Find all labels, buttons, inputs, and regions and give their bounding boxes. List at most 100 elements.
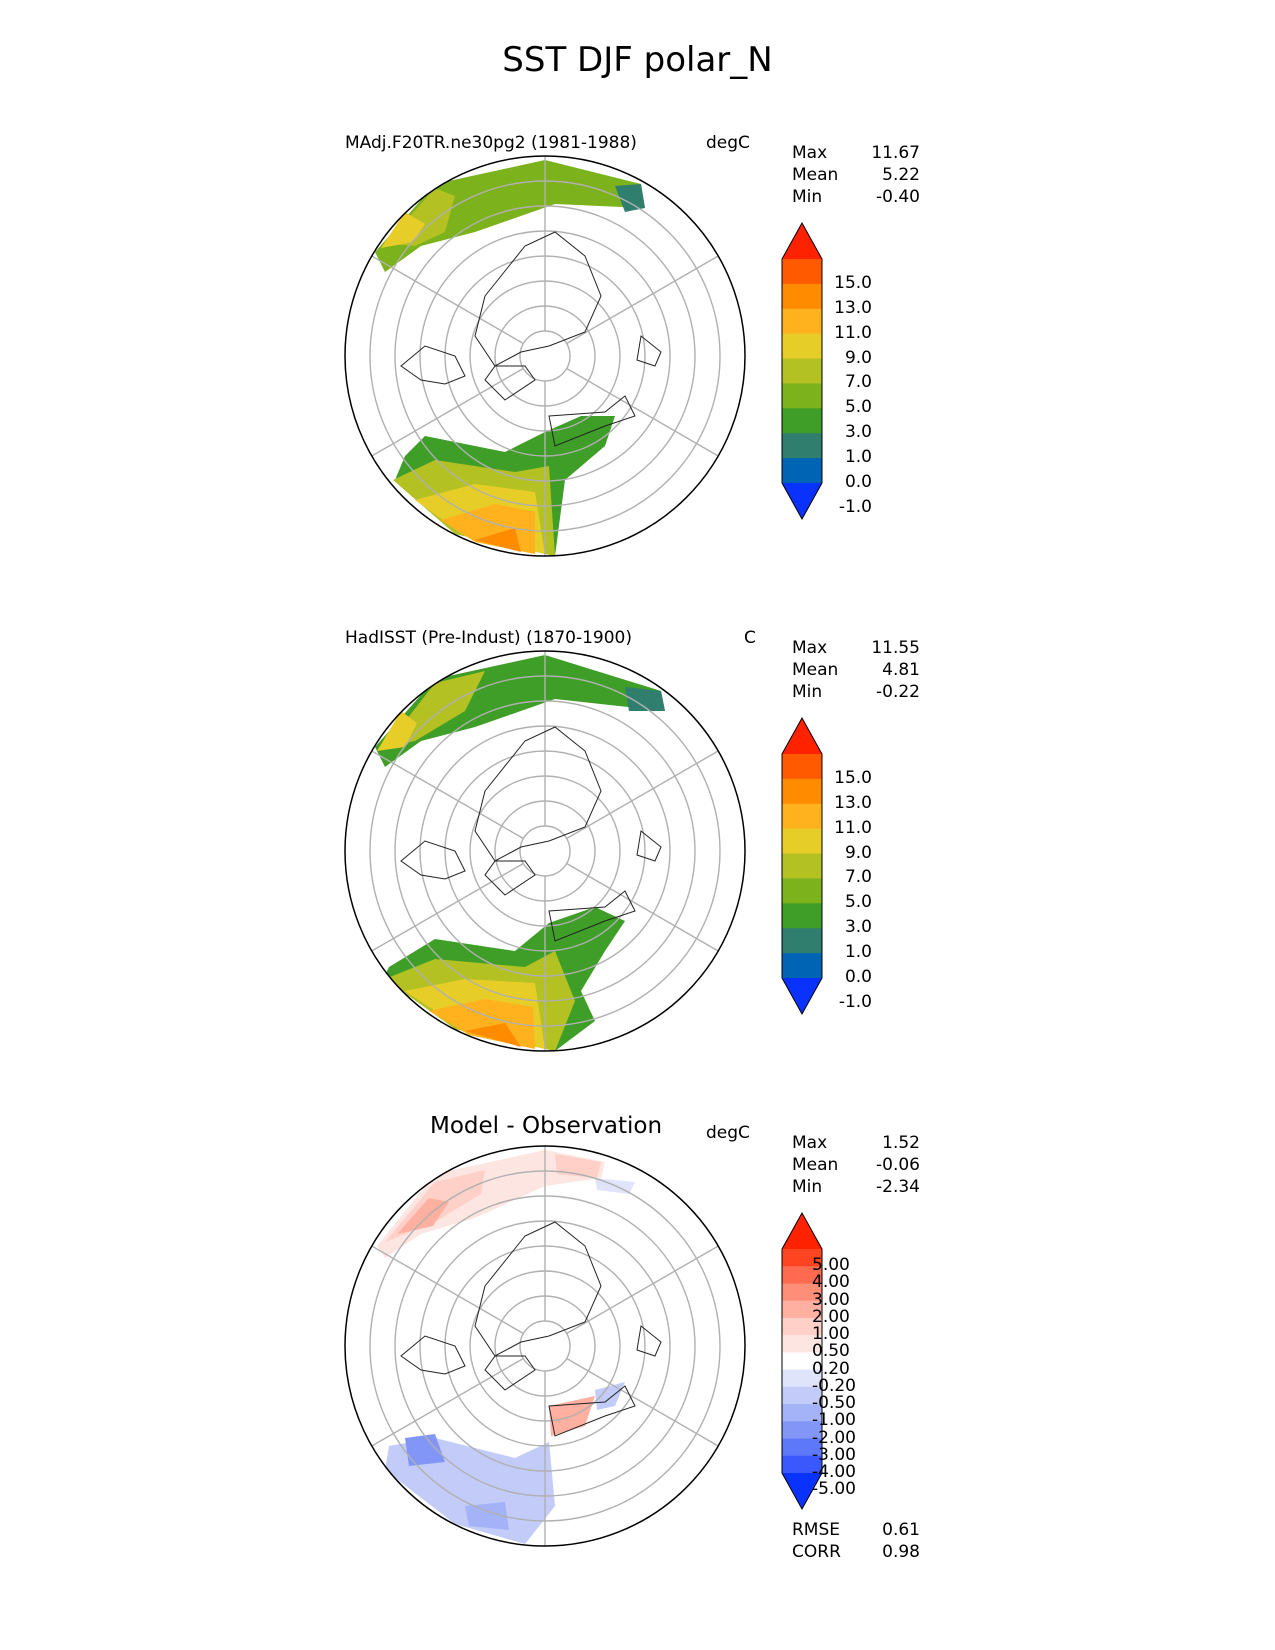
colorbar-segment	[782, 1369, 822, 1388]
colorbar-segment	[782, 754, 822, 780]
stat-label: Max	[792, 1133, 828, 1153]
longitude-line	[371, 862, 524, 952]
sst-region	[465, 1502, 509, 1530]
colorbar-tick-label: -0.20	[812, 1375, 856, 1396]
colorbar-segment	[782, 853, 822, 879]
colorbar-segment	[782, 803, 822, 830]
stat-label: Min	[792, 682, 823, 702]
figure-title: SST DJF polar_N	[502, 40, 773, 80]
colorbar-tick-label: -0.50	[812, 1393, 856, 1414]
stat-label: Min	[792, 1177, 823, 1197]
coastline	[400, 345, 466, 385]
stat-label: Max	[792, 638, 828, 658]
colorbar-segment	[782, 433, 822, 459]
colorbar-segment	[782, 358, 822, 384]
longitude-line	[566, 255, 719, 345]
coastline	[474, 231, 602, 367]
stat-value: -0.06	[876, 1155, 920, 1175]
stat-min: Min -0.22	[792, 682, 920, 704]
stat-value: -0.40	[876, 187, 920, 207]
colorbar-tick-label: 7.0	[844, 372, 872, 393]
colorbar-tick-label: 11.0	[834, 322, 872, 343]
latitude-line	[519, 825, 571, 877]
sst-region	[377, 711, 417, 751]
metric-rmse: RMSE 0.61	[792, 1520, 920, 1542]
stat-value: 5.22	[882, 165, 920, 185]
sst-region	[595, 1382, 625, 1410]
colorbar-segment	[782, 778, 822, 805]
colorbar-extension-max	[782, 718, 822, 754]
panel-title: HadISST (Pre-Indust) (1870-1900)	[345, 628, 633, 648]
colorbar-segment	[782, 1455, 822, 1474]
colorbar	[781, 1211, 823, 1511]
sst-region	[615, 184, 645, 212]
metric-label: CORR	[792, 1542, 841, 1562]
stat-value: -0.22	[876, 682, 920, 702]
colorbar-segment	[782, 458, 822, 484]
stat-label: Mean	[792, 1155, 839, 1175]
colorbar-segment	[782, 1266, 822, 1284]
colorbar-tick-label: 7.0	[844, 867, 872, 888]
colorbar-segment	[782, 1335, 822, 1353]
polar-map	[344, 1145, 746, 1547]
colorbar-tick-label: -1.0	[838, 991, 872, 1012]
colorbar-tick-label: 3.0	[844, 917, 872, 938]
colorbar-segment	[782, 1249, 822, 1267]
colorbar-segment	[782, 953, 822, 979]
colorbar-outline	[781, 716, 823, 1016]
coastline	[636, 1325, 662, 1357]
colorbar-tick-label: 1.0	[844, 447, 872, 468]
colorbar-segment	[782, 928, 822, 954]
stat-value: 11.55	[871, 638, 920, 658]
stat-value: 1.52	[882, 1133, 920, 1153]
colorbar-tick-label: 13.0	[834, 792, 872, 813]
stat-min: Min -2.34	[792, 1177, 920, 1199]
colorbar-tick-label: -1.0	[838, 496, 872, 517]
colorbar-segment	[782, 283, 822, 310]
colorbar-segment	[782, 878, 822, 904]
latitude-line	[519, 330, 571, 382]
map-boundary	[344, 155, 746, 557]
coastline	[474, 1221, 602, 1357]
colorbar-segment	[782, 1438, 822, 1457]
longitude-line	[566, 750, 719, 840]
metric-corr: CORR 0.98	[792, 1542, 920, 1564]
colorbar-segment	[782, 1283, 822, 1302]
longitude-line	[566, 1245, 719, 1335]
longitude-line	[566, 862, 719, 952]
colorbar-tick-label: 15.0	[834, 767, 872, 788]
sst-region	[405, 1434, 445, 1466]
colorbar-extension-min	[782, 1473, 822, 1509]
coastline	[484, 365, 536, 401]
colorbar-tick-label: 13.0	[834, 297, 872, 318]
colorbar	[781, 221, 823, 521]
colorbar-tick-label: 11.0	[834, 817, 872, 838]
colorbar-tick-label: 3.00	[812, 1289, 850, 1310]
colorbar-tick-label: -1.00	[812, 1410, 856, 1431]
coastline	[400, 1335, 466, 1375]
colorbar-segment	[782, 903, 822, 929]
stat-mean: Mean 4.81	[792, 660, 920, 682]
colorbar-extension-max	[782, 223, 822, 259]
coastline	[548, 1385, 636, 1437]
longitude-line	[371, 1357, 524, 1447]
colorbar-segment	[782, 828, 822, 855]
colorbar-outline	[781, 221, 823, 521]
colorbar-tick-label: 9.0	[844, 842, 872, 863]
panel-title: Model - Observation	[430, 1113, 663, 1139]
colorbar-tick-label: 5.00	[812, 1255, 850, 1276]
colorbar-tick-label: 0.50	[812, 1341, 850, 1362]
coastline	[636, 830, 662, 862]
colorbar-segment	[782, 1404, 822, 1422]
panel-units: degC	[706, 1123, 750, 1143]
colorbar-tick-label: -2.00	[812, 1427, 856, 1448]
panel-observation: HadISST (Pre-Indust) (1870-1900) C Max 1…	[0, 628, 1275, 1118]
colorbar-segment	[782, 1300, 822, 1319]
polar-map	[344, 155, 746, 557]
coastline	[636, 335, 662, 367]
colorbar-segment	[782, 1421, 822, 1440]
colorbar-extension-min	[782, 978, 822, 1014]
stat-value: 4.81	[882, 660, 920, 680]
latitude-line	[519, 1320, 571, 1372]
colorbar-segment	[782, 308, 822, 335]
